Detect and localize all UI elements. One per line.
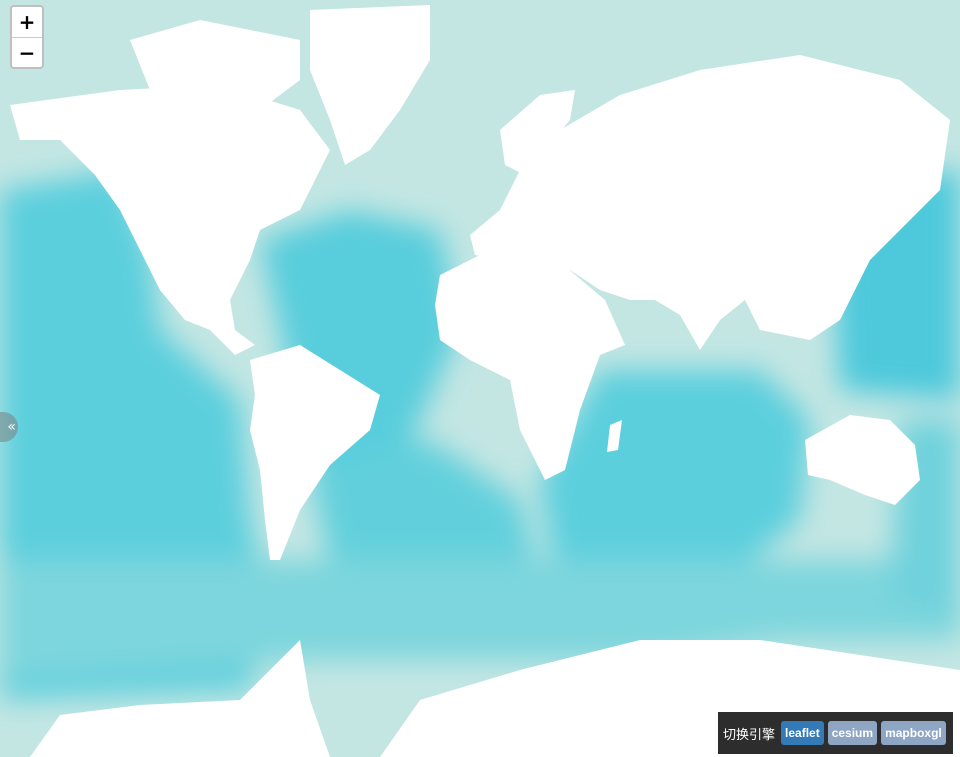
- side-panel-toggle[interactable]: «: [0, 412, 18, 442]
- north-america: [10, 85, 330, 355]
- zoom-out-button[interactable]: −: [12, 37, 42, 67]
- engine-mapboxgl-button[interactable]: mapboxgl: [881, 721, 946, 745]
- land-masses: [10, 5, 960, 757]
- africa: [435, 255, 625, 480]
- greenland: [310, 5, 430, 165]
- engine-cesium-button[interactable]: cesium: [827, 721, 878, 745]
- south-america: [250, 345, 380, 560]
- engine-switcher: 切换引擎 leaflet cesium mapboxgl: [718, 712, 953, 754]
- eurasia: [470, 55, 950, 350]
- antarctica: [30, 640, 330, 757]
- zoom-control: + −: [10, 5, 44, 69]
- engine-switcher-label: 切换引擎: [723, 726, 776, 742]
- madagascar: [607, 420, 622, 452]
- scandinavia: [500, 90, 575, 175]
- zoom-in-button[interactable]: +: [12, 7, 42, 37]
- australia: [805, 415, 920, 505]
- engine-leaflet-button[interactable]: leaflet: [781, 721, 824, 745]
